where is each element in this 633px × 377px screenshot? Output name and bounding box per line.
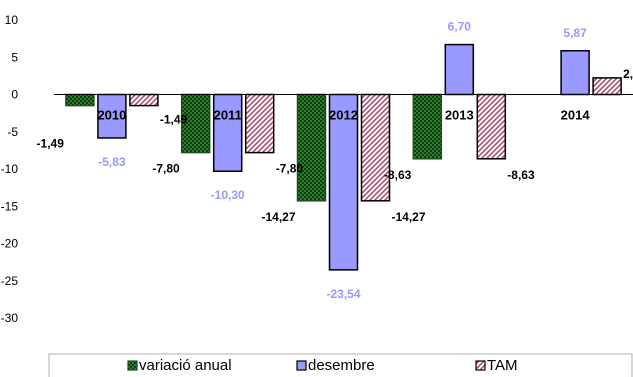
data-labels: -1,49 -5,83 -1,49 -7,80 -10,30 -7,80 -14,27 -23… (37, 20, 633, 301)
category-label: 2012 (329, 108, 358, 123)
legend-swatch (475, 360, 486, 371)
bar-desembre-2014 (560, 50, 590, 96)
y-tick-label: 0 (11, 88, 18, 102)
bar-TAM-2010 (129, 93, 159, 107)
legend: variació anual desembre TAM (48, 353, 633, 377)
legend-label: variació anual (139, 357, 232, 374)
bar-TAM-2014 (592, 77, 622, 96)
bar-TAM-2012 (360, 93, 391, 202)
bar-desembre-2011 (212, 93, 243, 172)
bar-desembre-2013 (444, 43, 475, 96)
legend-box (48, 353, 633, 377)
bars (65, 43, 622, 271)
category-label: 2014 (561, 108, 591, 123)
data-label: -5,83 (98, 155, 126, 169)
data-label: 2,23 (623, 67, 633, 81)
data-label: -10,30 (211, 188, 245, 202)
y-tick-label: -5 (7, 125, 18, 139)
legend-label: desembre (308, 357, 375, 374)
data-label: -1,49 (160, 113, 188, 127)
data-label: -8,63 (384, 168, 412, 182)
y-tick-label: -10 (1, 162, 19, 176)
data-label: 6,70 (448, 20, 472, 34)
y-tick-label: 5 (11, 50, 18, 64)
data-label: -7,80 (276, 162, 304, 176)
data-label: -23,54 (326, 287, 360, 301)
category-label: 2011 (214, 108, 242, 123)
bar-variació-anual-2010 (65, 93, 95, 107)
data-label: 5,87 (563, 26, 587, 40)
y-tick-label: -20 (1, 237, 19, 251)
y-tick-label: -15 (1, 199, 19, 213)
bar-variació-anual-2012 (296, 93, 327, 202)
legend-swatch (127, 360, 138, 371)
data-label: -14,27 (261, 210, 295, 224)
category-label: 2013 (445, 108, 474, 123)
y-tick-label: -25 (1, 274, 19, 288)
y-tick-label: -30 (1, 311, 19, 325)
data-label: -8,63 (507, 168, 535, 182)
legend-label: TAM (487, 357, 518, 374)
y-tick-label: 10 (5, 13, 19, 27)
category-label: 2010 (97, 108, 126, 123)
bar-variació-anual-2013 (412, 93, 443, 160)
bar-variació-anual-2011 (180, 93, 211, 154)
bar-desembre-2010 (97, 93, 127, 139)
y-axis: 10 5 0 -5 -10 -15 -20 -25 -30 (1, 13, 19, 325)
legend-swatch (296, 360, 307, 371)
category-labels: 2010 2011 2012 2013 2014 (97, 108, 590, 123)
data-label: -1,49 (37, 137, 65, 151)
data-label: -14,27 (392, 210, 426, 224)
bar-TAM-2013 (476, 93, 507, 160)
data-label: -7,80 (152, 162, 180, 176)
bar-TAM-2011 (244, 93, 275, 154)
